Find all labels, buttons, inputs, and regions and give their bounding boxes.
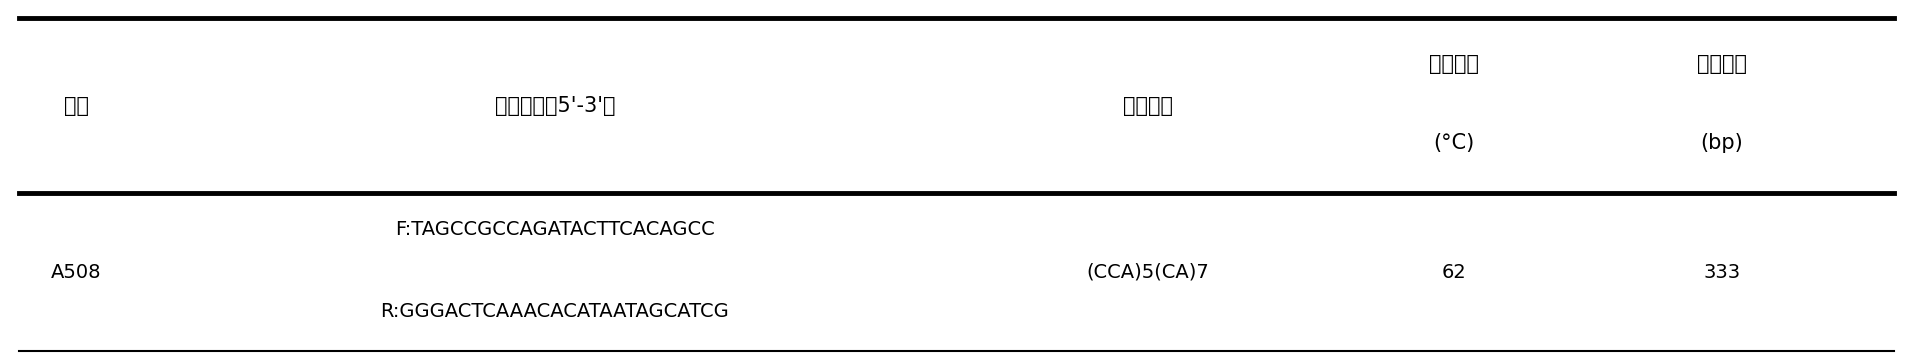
Text: 位点: 位点 — [63, 96, 90, 116]
Text: (°C): (°C) — [1433, 133, 1475, 153]
Text: 产物大小: 产物大小 — [1697, 54, 1747, 74]
Text: F:TAGCCGCCAGATACTTCACAGCC: F:TAGCCGCCAGATACTTCACAGCC — [394, 219, 715, 239]
Text: (bp): (bp) — [1701, 133, 1743, 153]
Text: (CCA)5(CA)7: (CCA)5(CA)7 — [1087, 262, 1209, 282]
Text: A508: A508 — [52, 262, 101, 282]
Text: 引物序列（5'-3'）: 引物序列（5'-3'） — [495, 96, 614, 116]
Text: 重复单元: 重复单元 — [1123, 96, 1173, 116]
Text: 退火温度: 退火温度 — [1429, 54, 1479, 74]
Text: R:GGGACTCAAACACATAATAGCATCG: R:GGGACTCAAACACATAATAGCATCG — [381, 302, 729, 321]
Text: 62: 62 — [1442, 262, 1465, 282]
Text: 333: 333 — [1703, 262, 1741, 282]
